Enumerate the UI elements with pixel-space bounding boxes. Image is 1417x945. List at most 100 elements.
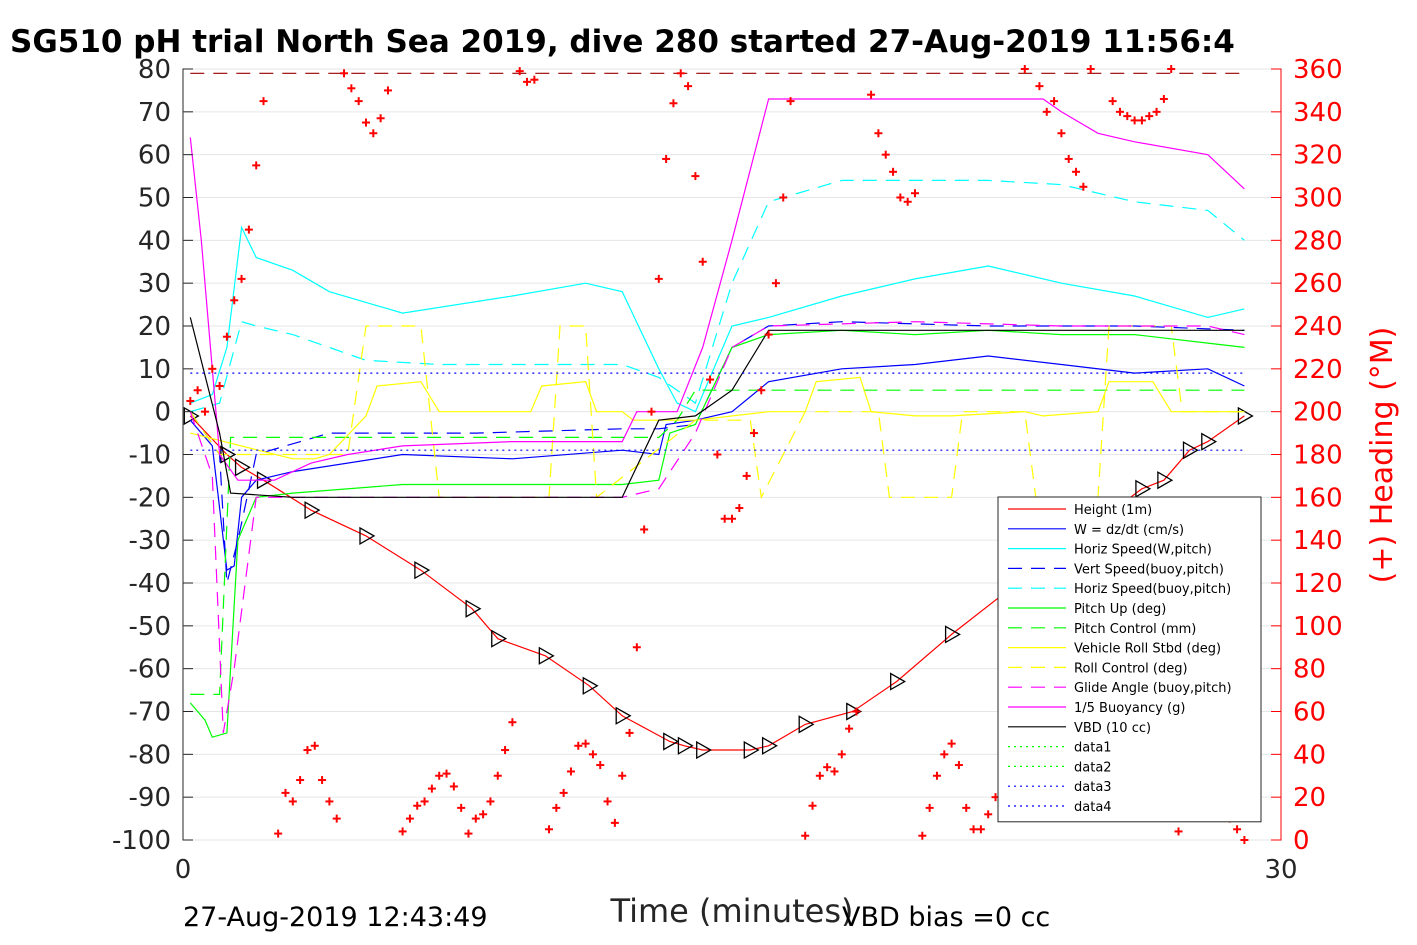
data-point bbox=[259, 97, 268, 106]
y-tick-label-left: 60 bbox=[138, 141, 171, 171]
y-tick-label-left: 20 bbox=[138, 312, 171, 342]
data-point bbox=[252, 161, 261, 170]
series-10 bbox=[189, 98, 1245, 481]
series-4 bbox=[190, 179, 1245, 413]
data-point bbox=[677, 736, 694, 755]
data-point bbox=[1108, 97, 1117, 106]
y-tick-label-right: 300 bbox=[1293, 184, 1343, 214]
data-point bbox=[925, 803, 934, 812]
data-point bbox=[435, 771, 444, 780]
legend-entry: Height (1m) bbox=[1074, 503, 1152, 518]
y-tick-label-left: -30 bbox=[129, 526, 171, 556]
series-11 bbox=[189, 317, 1245, 498]
data-point bbox=[801, 831, 810, 840]
legend-entry: 1/5 Buoyancy (g) bbox=[1074, 701, 1185, 716]
y-tick-label-right: 280 bbox=[1293, 226, 1343, 256]
data-point bbox=[940, 750, 949, 759]
y-tick-label-right: 260 bbox=[1293, 269, 1343, 299]
y-tick-label-left: -20 bbox=[129, 483, 171, 513]
data-point bbox=[515, 67, 524, 76]
data-point bbox=[501, 746, 510, 755]
data-point bbox=[414, 561, 431, 580]
data-point bbox=[332, 814, 341, 823]
data-point bbox=[281, 788, 290, 797]
data-point bbox=[947, 739, 956, 748]
y-tick-label-right: 140 bbox=[1293, 526, 1343, 556]
data-point bbox=[1057, 129, 1066, 138]
data-point bbox=[632, 643, 641, 652]
y-tick-label-left: -40 bbox=[129, 569, 171, 599]
data-point bbox=[603, 797, 612, 806]
legend-entry: Pitch Control (mm) bbox=[1074, 622, 1196, 637]
data-point bbox=[1035, 82, 1044, 91]
data-point bbox=[757, 386, 766, 395]
data-point bbox=[749, 429, 758, 438]
series-line bbox=[189, 329, 1245, 738]
series-line bbox=[190, 225, 1245, 413]
data-point bbox=[903, 197, 912, 206]
data-point bbox=[889, 167, 898, 176]
legend-entry: Vert Speed(buoy,pitch) bbox=[1074, 562, 1224, 577]
data-point bbox=[1020, 65, 1029, 73]
data-point bbox=[743, 740, 760, 760]
data-point bbox=[193, 386, 202, 395]
legend-entry: Roll Control (deg) bbox=[1074, 661, 1188, 676]
data-point bbox=[1137, 116, 1146, 125]
data-point bbox=[234, 458, 251, 477]
legend-entry: data4 bbox=[1074, 800, 1112, 815]
data-point bbox=[1130, 116, 1139, 125]
data-point bbox=[303, 746, 312, 755]
series-1 bbox=[189, 355, 1245, 572]
data-point bbox=[296, 776, 305, 785]
x-axis-label: Time (minutes) bbox=[610, 892, 854, 930]
data-point bbox=[1050, 97, 1059, 106]
x-tick-label: 0 bbox=[175, 855, 192, 885]
y-tick-label-left: -60 bbox=[129, 655, 171, 685]
data-point bbox=[764, 330, 773, 339]
data-point bbox=[663, 732, 680, 751]
data-point bbox=[405, 814, 414, 823]
chart-title: SG510 pH trial North Sea 2019, dive 280 … bbox=[10, 24, 1235, 60]
data-point bbox=[200, 407, 209, 416]
data-point bbox=[274, 829, 283, 838]
data-point bbox=[911, 189, 919, 198]
data-point bbox=[596, 761, 605, 770]
data-point bbox=[830, 767, 839, 776]
y-tick-label-right: 320 bbox=[1293, 141, 1343, 171]
data-point bbox=[640, 525, 649, 534]
data-point bbox=[881, 150, 890, 159]
data-point bbox=[815, 771, 824, 780]
data-point bbox=[215, 381, 224, 390]
data-point bbox=[493, 771, 502, 780]
data-point bbox=[464, 829, 473, 838]
data-point bbox=[1135, 479, 1152, 498]
series-2 bbox=[190, 225, 1245, 413]
data-point bbox=[669, 99, 678, 108]
data-point bbox=[1145, 112, 1154, 121]
data-point bbox=[1152, 107, 1161, 116]
data-point bbox=[962, 803, 971, 812]
data-point bbox=[471, 814, 480, 823]
data-point bbox=[376, 114, 385, 123]
y-axis-label-right: (+) Heading (°M) bbox=[1365, 327, 1400, 584]
y-tick-label-right: 120 bbox=[1293, 569, 1343, 599]
y-tick-label-right: 360 bbox=[1293, 55, 1343, 85]
data-point bbox=[654, 274, 663, 283]
data-point bbox=[530, 75, 539, 84]
data-point bbox=[523, 77, 532, 86]
y-tick-label-left: 50 bbox=[138, 184, 171, 214]
data-point bbox=[545, 825, 553, 834]
data-point bbox=[1167, 65, 1176, 73]
data-point bbox=[1042, 107, 1051, 116]
data-point bbox=[347, 84, 356, 93]
y-tick-label-right: 220 bbox=[1293, 355, 1343, 385]
data-point bbox=[823, 763, 832, 772]
data-point bbox=[508, 718, 517, 727]
series-line bbox=[190, 389, 1245, 696]
data-point bbox=[691, 172, 700, 181]
data-point bbox=[771, 279, 780, 288]
data-point bbox=[1159, 94, 1168, 103]
data-point bbox=[918, 831, 927, 840]
data-point bbox=[1086, 65, 1095, 73]
